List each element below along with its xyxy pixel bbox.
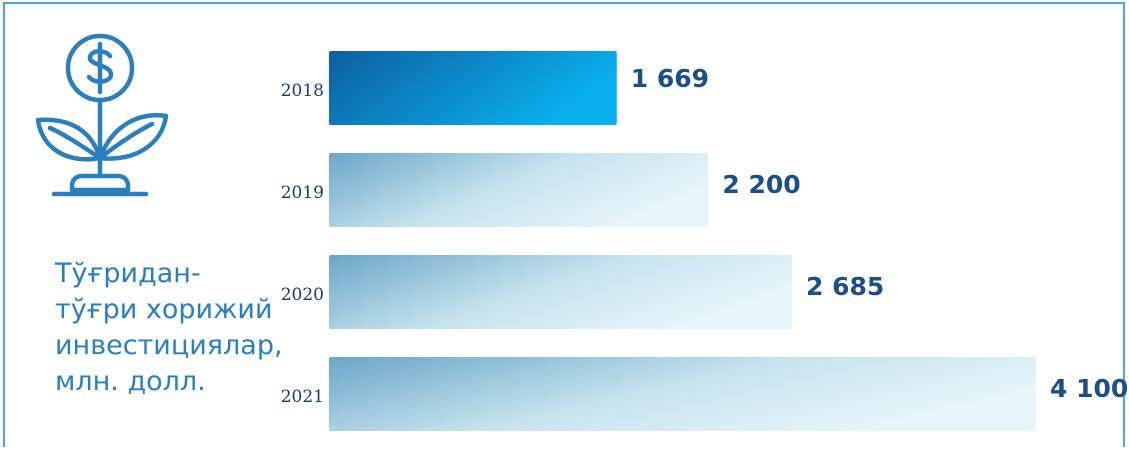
category-label-2021: 2021 [281, 387, 324, 407]
value-label-2018: 1 669 [631, 64, 709, 93]
value-label-2019: 2 200 [722, 170, 800, 199]
bar-2020 [329, 255, 792, 329]
value-label-2020: 2 685 [806, 272, 884, 301]
dollar-plant-icon [34, 30, 170, 200]
bar-2021 [329, 357, 1036, 431]
value-label-2021: 4 100 [1050, 374, 1128, 403]
bar-2019 [329, 153, 709, 227]
category-label-2020: 2020 [281, 285, 324, 305]
bar-2018 [329, 51, 617, 125]
category-label-2019: 2019 [281, 183, 324, 203]
chart-caption: Тўғридан- тўғри хорижий инвестициялар, м… [55, 258, 283, 397]
category-label-2018: 2018 [281, 81, 324, 101]
